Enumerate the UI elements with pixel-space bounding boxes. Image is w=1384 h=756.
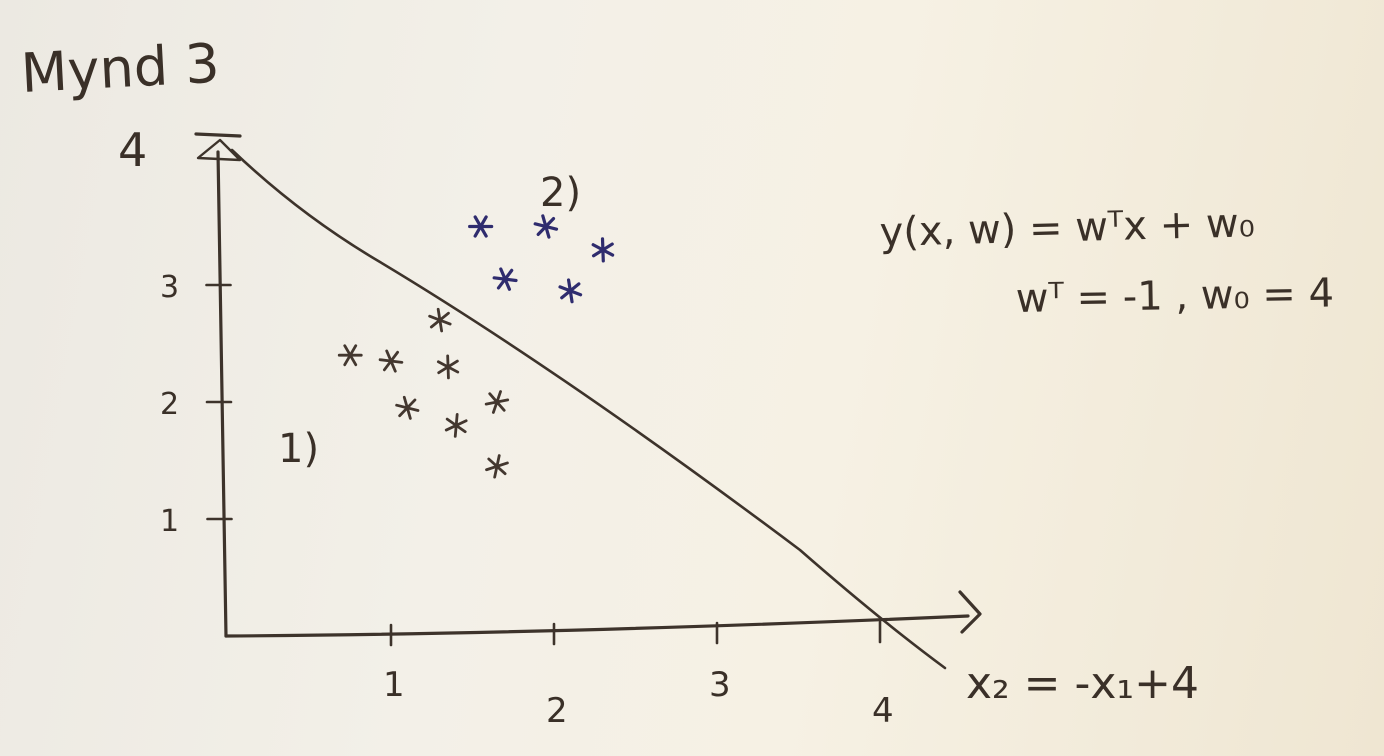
formula-line-2: wᵀ = -1 , w₀ = 4 [1015,270,1334,322]
axes [194,132,982,638]
y-tick-label: 1 [160,504,179,539]
region-2-label: 2) [540,170,581,216]
y-axis-top-bar [194,132,242,138]
scatter-point [428,307,452,333]
scatter-point [395,395,420,420]
region-1-label: 1) [278,426,319,472]
scatter-point [337,344,363,367]
scatter-point [533,214,559,239]
scatter-point [485,454,509,479]
x-axis [224,614,970,638]
y-axis [216,150,228,638]
formula-line-1: y(x, w) = wᵀx + w₀ [879,200,1255,256]
scatter-point [444,413,468,438]
scatter-point [378,349,404,373]
x-tick-label: 1 [383,665,405,705]
boundary-equation-label: x₂ = -x₁+4 [966,658,1199,709]
scatter-points [337,214,615,479]
x-tick-label: 4 [872,691,894,731]
scatter-point [558,278,583,304]
decision-boundary-line [230,148,947,670]
x-tick-label: 3 [709,665,731,705]
scatter-point [492,267,518,291]
scatter-point [436,354,460,380]
scatter-point [468,215,494,238]
x-tick-label: 2 [546,691,568,731]
y-tick-label: 4 [118,123,147,177]
y-axis-arrowhead [196,138,242,162]
y-tick-label: 3 [160,270,179,305]
scatter-point [591,237,615,263]
axis-ticks: 1 2 3 4 1 2 3 4 [118,123,894,731]
y-tick-label: 2 [160,387,179,422]
figure-title: Mynd 3 [19,32,221,105]
scatter-point [484,390,510,414]
x-axis-arrow [958,590,982,634]
